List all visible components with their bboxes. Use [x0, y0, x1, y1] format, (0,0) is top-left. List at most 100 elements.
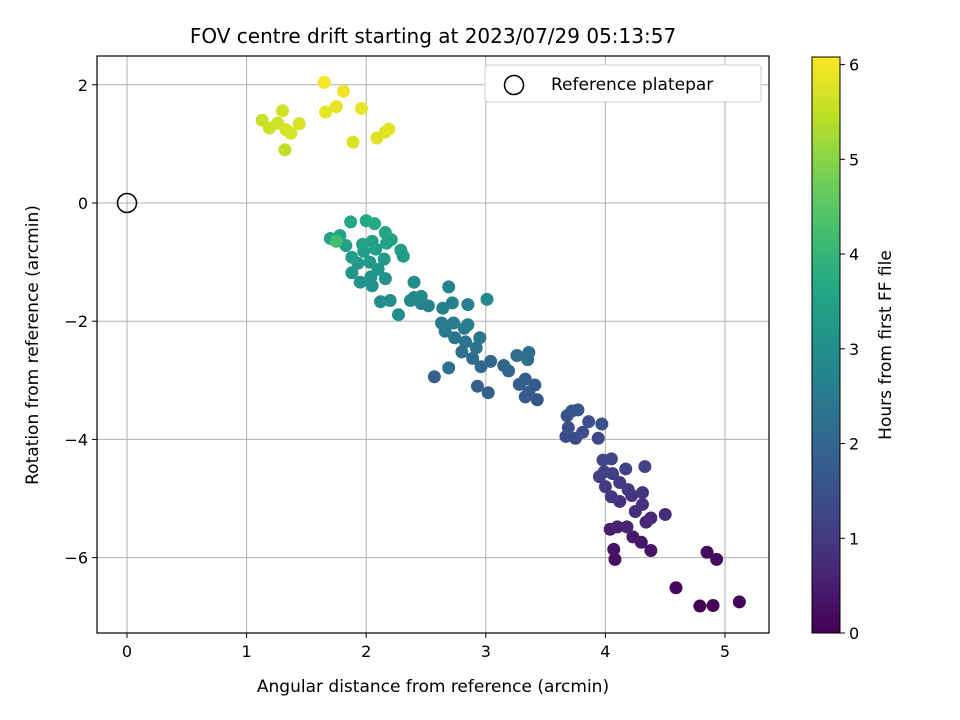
data-point	[319, 105, 333, 119]
chart-title: FOV centre drift starting at 2023/07/29 …	[190, 24, 676, 48]
data-point	[378, 272, 392, 286]
y-axis-label: Rotation from reference (arcmin)	[23, 205, 43, 485]
x-tick-label: 0	[122, 642, 132, 661]
colorbar-tick-label: 2	[849, 435, 859, 454]
x-axis-ticks: 0 1 2 3 4 5	[122, 633, 730, 661]
data-point	[447, 316, 461, 330]
data-point	[481, 386, 495, 400]
data-point	[368, 217, 382, 231]
legend-reference-marker	[503, 74, 525, 96]
colorbar-tick-label: 6	[849, 56, 859, 75]
x-tick-label: 1	[242, 642, 252, 661]
data-point	[345, 266, 359, 280]
data-point	[329, 100, 343, 114]
x-tick-label: 5	[720, 642, 730, 661]
data-point	[658, 507, 672, 521]
data-point	[448, 331, 462, 345]
reference-marker	[116, 192, 138, 214]
x-axis-label: Angular distance from reference (arcmin)	[257, 677, 609, 697]
data-point	[522, 346, 536, 360]
data-point	[530, 393, 544, 407]
data-point	[466, 351, 480, 365]
data-point	[576, 425, 590, 439]
colorbar-tick-label: 1	[849, 529, 859, 548]
data-point	[407, 275, 421, 289]
data-point	[607, 542, 621, 556]
data-point	[336, 84, 350, 98]
data-point	[445, 296, 459, 310]
data-point	[378, 226, 392, 240]
data-point	[391, 308, 405, 322]
data-point	[383, 294, 397, 308]
data-point	[442, 361, 456, 375]
legend: Reference platepar	[484, 64, 762, 103]
data-point	[484, 354, 498, 368]
data-point	[365, 234, 379, 248]
data-point	[436, 301, 450, 315]
data-point	[427, 370, 441, 384]
colorbar-ticks: 0 1 2 3 4 5 6	[840, 56, 859, 643]
y-tick-label: −2	[64, 312, 88, 331]
data-point	[582, 415, 596, 429]
data-point	[377, 252, 391, 266]
data-point	[470, 379, 484, 393]
data-point	[382, 122, 396, 136]
data-point	[732, 595, 746, 609]
data-point	[329, 234, 343, 248]
data-point	[619, 462, 633, 476]
y-tick-label: 0	[78, 194, 88, 213]
data-point	[591, 431, 605, 445]
data-point	[473, 331, 487, 345]
data-point	[403, 294, 417, 308]
data-point	[595, 417, 609, 431]
data-point	[442, 280, 456, 294]
data-point	[317, 75, 331, 89]
data-point	[610, 520, 624, 534]
data-point	[693, 599, 707, 613]
data-point	[461, 318, 475, 332]
data-point	[604, 490, 618, 504]
y-tick-label: −6	[64, 549, 88, 568]
colorbar: 0 1 2 3 4 5 6 Hours from first FF file	[811, 56, 896, 643]
data-point	[700, 545, 714, 559]
data-point	[345, 250, 359, 264]
data-point	[510, 348, 524, 362]
x-tick-label: 2	[361, 642, 371, 661]
legend-box	[484, 64, 762, 103]
data-point	[344, 215, 358, 229]
data-point	[278, 143, 292, 157]
y-axis-ticks: 2 0 −2 −4 −6	[64, 76, 97, 568]
data-point	[461, 298, 475, 312]
data-point	[414, 289, 428, 303]
y-tick-label: 2	[78, 76, 88, 95]
data-point	[598, 480, 612, 494]
data-point	[374, 295, 388, 309]
data-point	[353, 275, 367, 289]
plot-frame	[96, 55, 770, 634]
data-point	[638, 460, 652, 474]
data-point	[608, 552, 622, 566]
data-point	[669, 581, 683, 595]
grid	[97, 56, 769, 633]
data-point	[480, 292, 494, 306]
data-point	[497, 359, 511, 373]
data-point	[635, 486, 649, 500]
data-point	[528, 378, 542, 392]
data-point	[469, 341, 483, 355]
data-point	[644, 511, 658, 525]
data-point	[518, 372, 532, 386]
data-point	[626, 530, 640, 544]
x-tick-label: 3	[481, 642, 491, 661]
colorbar-tick-label: 5	[849, 150, 859, 169]
data-point	[561, 421, 575, 435]
data-point	[620, 520, 634, 534]
colorbar-tick-label: 0	[849, 624, 859, 643]
legend-label: Reference platepar	[551, 75, 713, 95]
data-point	[597, 465, 611, 479]
data-point	[706, 598, 720, 612]
data-point	[596, 453, 610, 467]
data-point	[284, 126, 298, 140]
y-tick-label: −4	[64, 430, 88, 449]
data-point	[354, 101, 368, 115]
